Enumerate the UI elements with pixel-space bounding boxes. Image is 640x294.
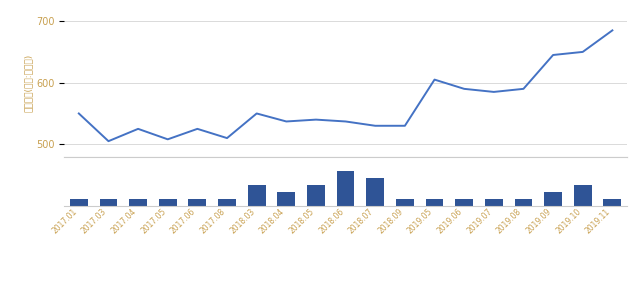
Bar xyxy=(366,178,384,206)
Bar xyxy=(515,199,532,206)
Y-axis label: 거래금액(단위:백만원): 거래금액(단위:백만원) xyxy=(24,54,33,112)
Bar xyxy=(396,199,414,206)
Bar xyxy=(159,199,177,206)
Bar xyxy=(129,199,147,206)
Bar xyxy=(544,192,562,206)
Bar xyxy=(248,185,266,206)
Bar xyxy=(70,199,88,206)
Bar xyxy=(337,171,355,206)
Bar xyxy=(218,199,236,206)
Bar xyxy=(307,185,325,206)
Bar xyxy=(277,192,295,206)
Bar xyxy=(485,199,502,206)
Bar xyxy=(604,199,621,206)
Bar xyxy=(426,199,444,206)
Bar xyxy=(455,199,473,206)
Bar xyxy=(574,185,591,206)
Bar xyxy=(189,199,206,206)
Bar xyxy=(100,199,117,206)
